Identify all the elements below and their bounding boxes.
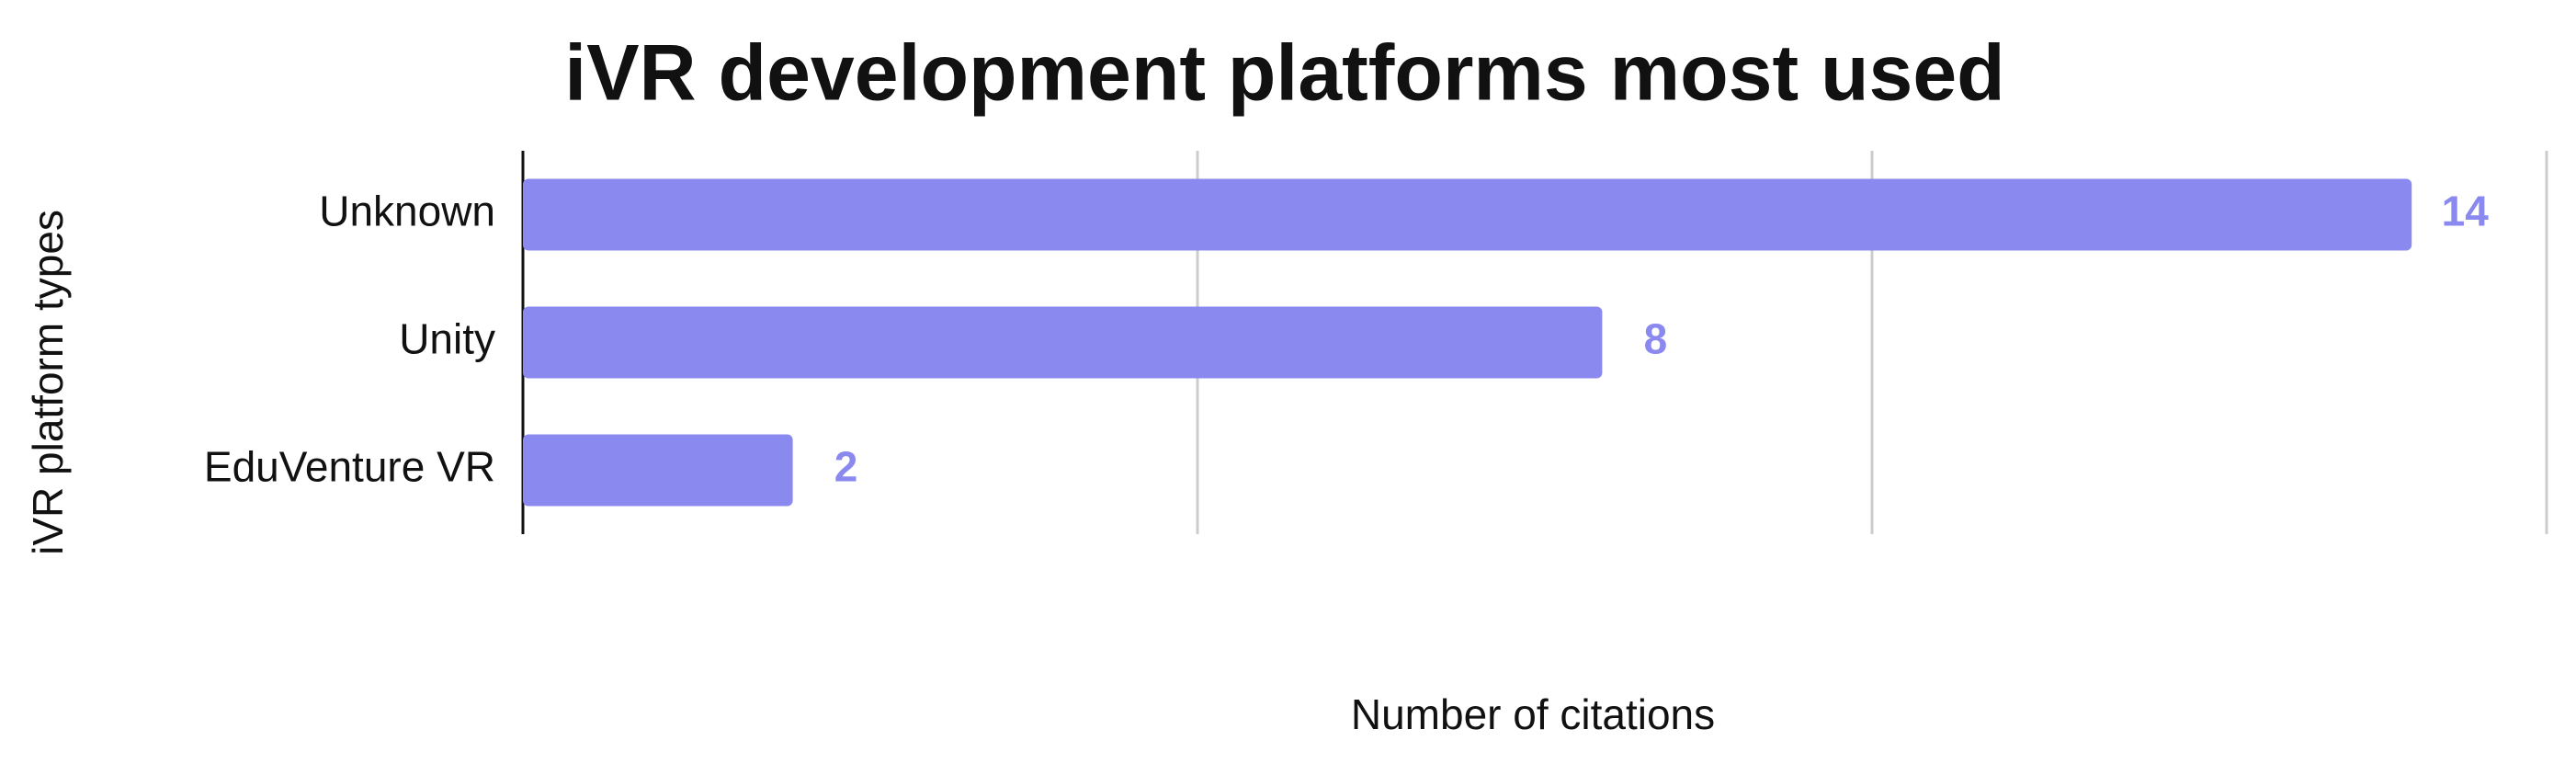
value-label: 8 bbox=[1644, 315, 1668, 363]
chart-title: iVR development platforms most used bbox=[564, 29, 2004, 118]
x-axis-label: Number of citations bbox=[1351, 690, 1715, 738]
value-label: 2 bbox=[834, 443, 858, 491]
value-label: 14 bbox=[2442, 188, 2490, 235]
bar bbox=[523, 178, 2412, 251]
y-tick-label: EduVenture VR bbox=[204, 443, 495, 491]
y-tick-label: Unity bbox=[399, 315, 495, 363]
bar bbox=[523, 434, 793, 507]
bar bbox=[523, 306, 1603, 379]
y-tick-label: Unknown bbox=[319, 188, 495, 235]
y-axis-label: iVR platform types bbox=[24, 210, 72, 555]
